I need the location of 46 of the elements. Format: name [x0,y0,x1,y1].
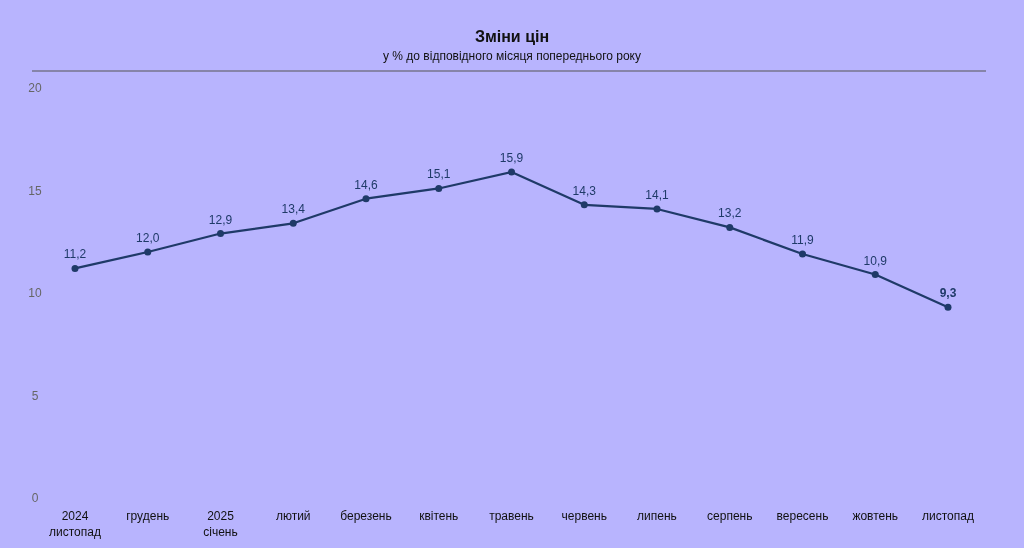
data-label: 13,2 [718,206,742,221]
data-label: 12,9 [208,212,233,227]
data-label: 11,2 [63,247,87,262]
data-label: 9,3 [939,286,957,301]
point [71,264,79,272]
point [217,230,224,238]
point [144,248,152,256]
data-label: 15,9 [499,151,524,166]
x-tick-label: червень [561,509,607,523]
x-tick-label: лютий [275,509,311,523]
x-tick-label: квітень [419,509,459,523]
data-label: 12,0 [136,231,160,245]
point [726,223,734,231]
x-tick-label: 2024 листопад [49,509,101,539]
data-label: 10,9 [863,253,888,268]
x-tick-label: березень [340,509,392,523]
point [944,303,952,311]
data-label: 14,1 [645,187,669,202]
x-tick-label: липень [637,509,677,523]
data-label: 14,3 [572,183,597,198]
point [653,205,661,213]
x-tick-label: листопад [922,509,974,523]
chart-title: Зміни цін [474,28,550,45]
data-label: 14,6 [354,177,378,192]
x-tick-label: вересень [776,509,829,523]
point [580,201,588,209]
point [435,184,443,192]
chart-subtitle: у % до відповідного місяця попереднього року [383,49,641,63]
point [362,195,370,203]
data-label: 15,1 [427,167,451,182]
y-tick-label: 15 [28,183,42,198]
point [799,250,806,258]
y-tick-label: 10 [28,286,42,300]
data-label: 13,4 [281,202,306,217]
point [289,219,297,227]
data-label: 11,9 [791,233,815,248]
x-tick-label: серпень [707,509,753,523]
point [871,271,879,279]
y-tick-label: 0 [31,491,39,505]
x-tick-label: грудень [126,509,170,523]
y-tick-label: 5 [31,388,39,403]
x-tick-label: 2025 січень [203,509,238,539]
y-tick-label: 20 [28,81,42,95]
point [508,168,515,176]
x-tick-label: травень [489,509,534,523]
x-tick-label: жовтень [852,509,899,523]
